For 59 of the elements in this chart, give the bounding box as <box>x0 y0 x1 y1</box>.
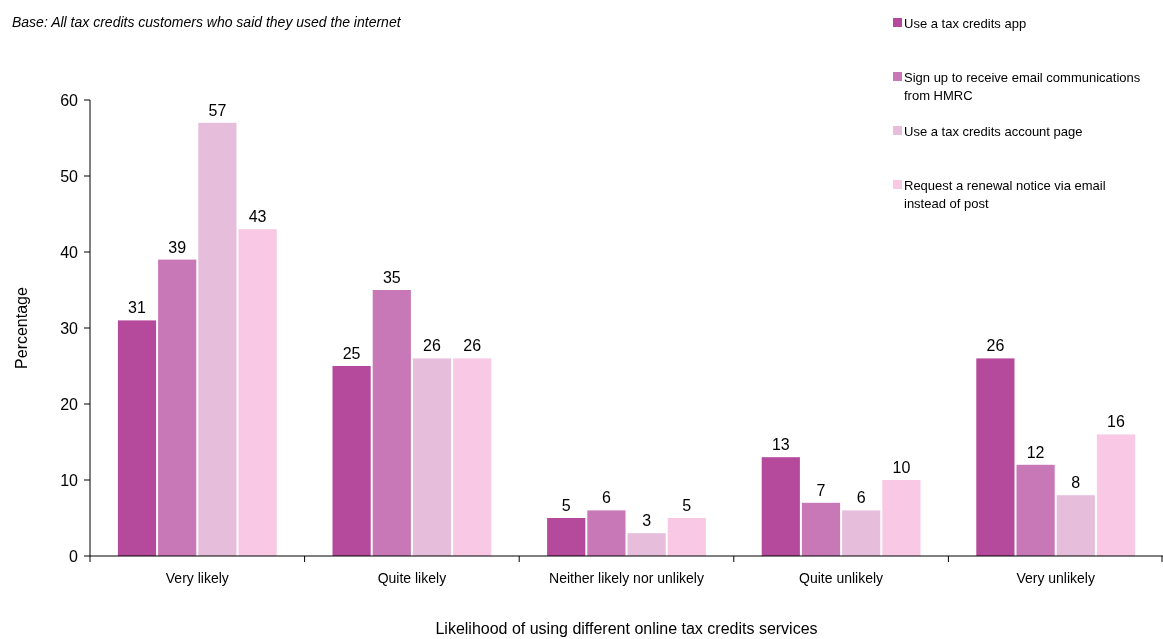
x-tick-label: Very likely <box>165 570 229 586</box>
data-label: 3 <box>642 512 652 530</box>
data-label: 39 <box>168 238 187 256</box>
x-tick-label: Very unlikely <box>1016 570 1095 586</box>
bar <box>412 358 452 556</box>
data-label: 8 <box>1071 474 1081 492</box>
y-tick-label: 30 <box>60 320 79 337</box>
y-tick-label: 50 <box>60 168 79 185</box>
bar <box>158 259 197 556</box>
legend-label: Request a renewal notice via email instead of post <box>904 178 1106 211</box>
data-label: 26 <box>986 337 1005 355</box>
data-label: 35 <box>382 269 401 286</box>
data-label: 43 <box>248 208 267 226</box>
data-label: 7 <box>816 481 826 499</box>
y-tick-label: 0 <box>69 548 79 565</box>
y-axis-title: Percentage <box>13 286 30 369</box>
bar <box>453 358 492 556</box>
data-label: 6 <box>856 489 866 507</box>
bar <box>547 518 586 556</box>
bar <box>238 229 277 556</box>
bar <box>332 366 371 556</box>
bar <box>882 480 921 556</box>
data-label: 31 <box>128 299 146 317</box>
data-label: 12 <box>1026 443 1045 461</box>
legend-label: Use a tax credits account page <box>904 124 1083 139</box>
bar <box>842 510 881 556</box>
y-tick-label: 60 <box>60 92 79 109</box>
data-label: 57 <box>208 101 227 119</box>
data-label: 26 <box>423 337 441 355</box>
x-axis-title: Likelihood of using different online tax credits services <box>435 620 818 637</box>
bar <box>976 358 1015 556</box>
x-tick-label: Neither likely nor unlikely <box>549 570 704 586</box>
bar <box>667 518 706 556</box>
data-label: 13 <box>771 436 790 454</box>
data-label: 6 <box>601 489 611 507</box>
bar <box>1096 434 1136 556</box>
bar <box>117 320 157 556</box>
y-tick-label: 40 <box>60 244 79 261</box>
data-label: 16 <box>1107 413 1126 431</box>
bar <box>587 510 626 556</box>
chart-subtitle: Base: All tax credits customers who said they used the internet <box>12 14 402 30</box>
bar <box>1056 495 1095 556</box>
data-label: 26 <box>463 337 482 355</box>
bar <box>372 290 411 556</box>
data-label: 25 <box>342 345 361 362</box>
data-label: 10 <box>892 459 911 476</box>
bar <box>761 457 800 556</box>
bar <box>1016 464 1055 556</box>
legend-label: Use a tax credits app <box>904 16 1027 31</box>
y-tick-label: 20 <box>60 396 79 413</box>
data-label: 5 <box>561 497 571 514</box>
data-label: 5 <box>682 497 692 514</box>
bar <box>198 122 237 556</box>
legend-label: Sign up to receive email communications from HMRC <box>904 70 1141 103</box>
bar <box>627 533 666 556</box>
y-tick-label: 10 <box>60 472 79 489</box>
x-tick-label: Quite unlikely <box>799 570 884 586</box>
bar <box>801 502 841 556</box>
x-tick-label: Quite likely <box>377 570 447 586</box>
